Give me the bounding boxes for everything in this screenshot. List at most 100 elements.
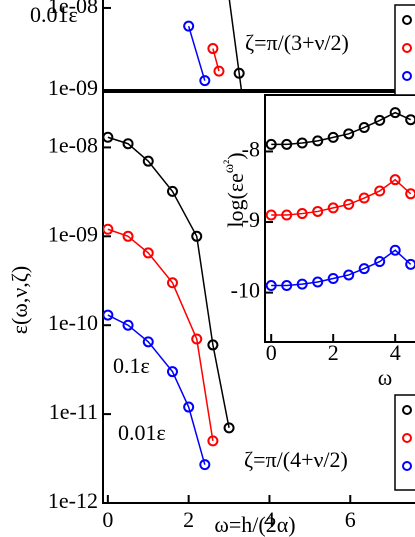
series-line xyxy=(271,111,412,146)
marker xyxy=(199,459,211,471)
marker xyxy=(389,107,401,119)
marker xyxy=(233,67,245,79)
marker xyxy=(142,155,154,167)
y-tick-label: 1e-08 xyxy=(48,132,98,157)
series-line xyxy=(228,0,243,90)
y-tick-label: -10 xyxy=(231,278,260,303)
marker xyxy=(122,138,134,150)
marker xyxy=(405,188,415,200)
marker xyxy=(343,198,355,210)
legend-marker xyxy=(402,43,412,53)
marker xyxy=(122,230,134,242)
legend-marker xyxy=(402,15,412,25)
marker xyxy=(191,333,203,345)
y-tick-label: -9 xyxy=(242,207,260,232)
series-line xyxy=(187,25,206,81)
legend-marker xyxy=(402,71,412,81)
marker xyxy=(343,128,355,140)
marker xyxy=(142,247,154,259)
marker xyxy=(166,366,178,378)
marker xyxy=(343,269,355,281)
y-tick-label: 1e-10 xyxy=(48,310,98,335)
plot-frame xyxy=(264,94,415,343)
legend-marker xyxy=(402,433,412,443)
marker xyxy=(207,43,219,55)
marker xyxy=(183,20,195,32)
plot-frame xyxy=(102,0,415,91)
series-line xyxy=(271,178,412,216)
x-axis-label: ω=h/(2α) xyxy=(214,512,295,537)
marker xyxy=(183,401,195,413)
marker xyxy=(103,309,114,321)
marker xyxy=(265,138,277,150)
marker xyxy=(191,230,203,242)
plot-frame xyxy=(102,91,415,504)
marker xyxy=(166,277,178,289)
marker xyxy=(296,208,308,220)
series-line xyxy=(271,249,412,287)
marker xyxy=(296,137,308,149)
series-line xyxy=(107,136,230,429)
marker xyxy=(405,258,415,270)
marker xyxy=(296,278,308,290)
marker xyxy=(281,280,293,292)
plot-area xyxy=(103,131,235,471)
marker xyxy=(142,336,154,348)
y-tick-label: 1e-08 xyxy=(48,0,98,18)
marker xyxy=(358,121,370,133)
x-tick-label: 6 xyxy=(345,507,356,532)
marker xyxy=(207,339,219,351)
marker xyxy=(327,272,339,284)
x-tick-label: 2 xyxy=(328,340,339,365)
y-tick-label: 1e-12 xyxy=(48,488,98,513)
annotation: 0.1ε xyxy=(113,353,150,378)
y-tick-label: 1e-11 xyxy=(49,399,98,424)
annotation: 0.01ε xyxy=(118,420,166,445)
marker xyxy=(312,135,324,147)
marker xyxy=(374,114,386,126)
legend-box xyxy=(394,4,415,96)
annotation: ζ=π/(3+ν/2) xyxy=(245,30,349,55)
marker xyxy=(103,223,114,235)
x-tick-label: 0 xyxy=(266,340,277,365)
legend-marker xyxy=(402,461,412,471)
marker xyxy=(312,276,324,288)
x-axis-label: ω xyxy=(378,365,392,390)
marker xyxy=(223,422,235,434)
y-tick-label: 1e-09 xyxy=(48,221,98,246)
x-tick-label: 4 xyxy=(264,507,275,532)
legend-marker xyxy=(402,405,412,415)
x-tick-label: 4 xyxy=(390,340,401,365)
marker xyxy=(213,65,225,77)
marker xyxy=(166,185,178,197)
marker xyxy=(122,319,134,331)
marker xyxy=(265,280,277,292)
marker xyxy=(312,205,324,217)
marker xyxy=(405,114,415,126)
y-tick-label: -8 xyxy=(242,137,260,162)
plot-area xyxy=(183,0,245,90)
x-tick-label: 0 xyxy=(102,507,113,532)
marker xyxy=(265,209,277,221)
marker xyxy=(327,202,339,214)
marker xyxy=(281,138,293,150)
y-tick-label: 1e-09 xyxy=(48,75,98,100)
x-tick-label: 2 xyxy=(183,507,194,532)
series-line xyxy=(107,228,214,441)
y-axis-label: log(εeω²) xyxy=(222,152,248,227)
marker xyxy=(207,435,219,447)
annotation: 0.01ε xyxy=(30,2,78,27)
marker xyxy=(281,209,293,221)
marker xyxy=(327,131,339,143)
marker xyxy=(389,244,401,256)
plot-area xyxy=(265,107,415,292)
marker xyxy=(199,75,211,87)
marker xyxy=(374,185,386,197)
marker xyxy=(389,174,401,186)
marker xyxy=(358,192,370,204)
marker xyxy=(103,131,114,143)
y-axis-label: ε(ω,ν,ζ) xyxy=(7,266,32,334)
marker xyxy=(374,256,386,268)
annotation: ζ=π/(4+ν/2) xyxy=(244,447,348,472)
